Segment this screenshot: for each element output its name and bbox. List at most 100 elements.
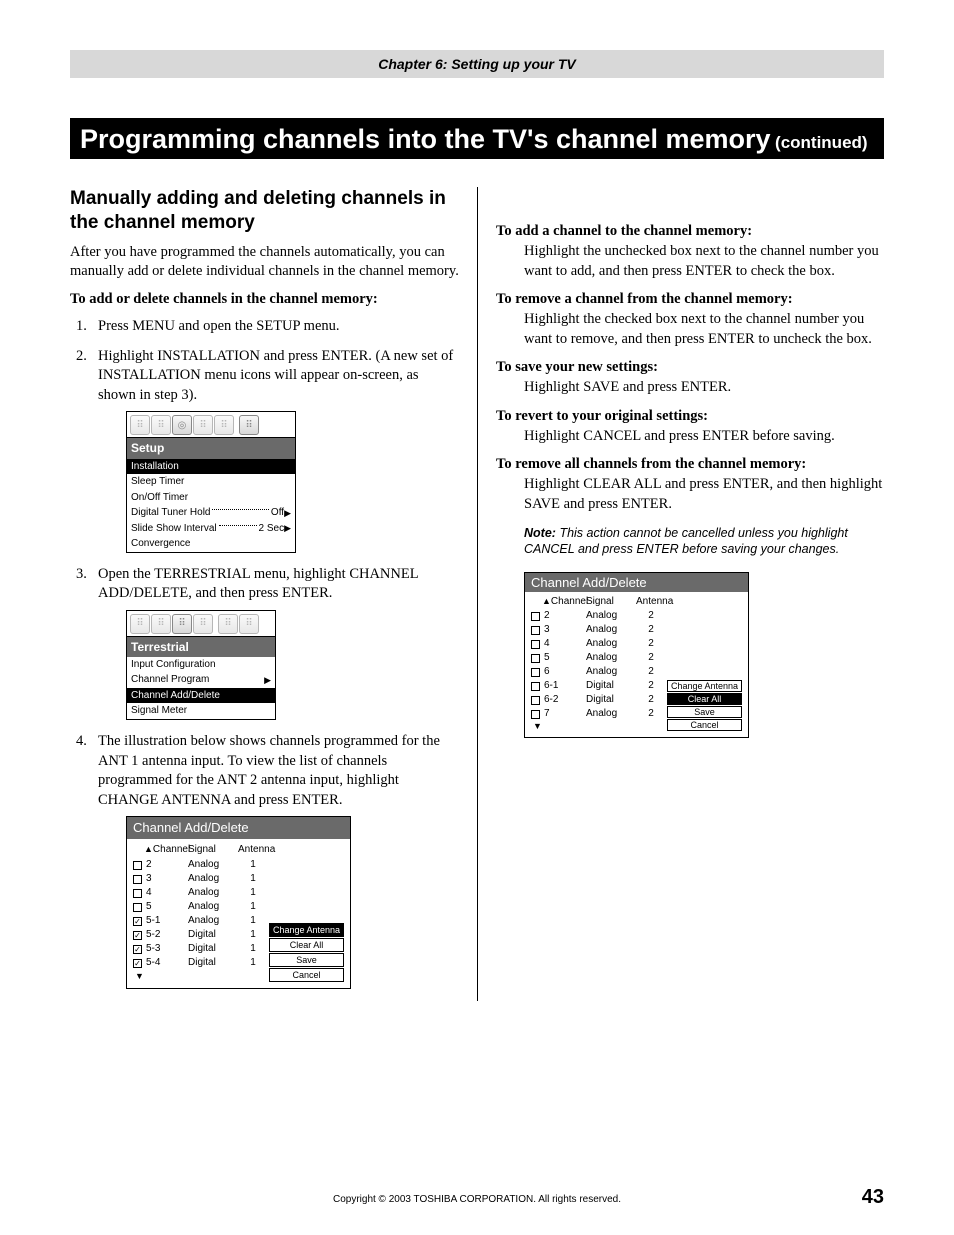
instruction-block: To remove a channel from the channel mem… [496,291,884,349]
lead-paragraph: To add or delete channels in the channel… [70,290,459,310]
instruction-lead: To revert to your original settings: [496,408,884,425]
cad-row: 4Analog1 [133,886,344,900]
page-number: 43 [862,1186,884,1209]
osd-menu-item: Digital Tuner HoldOff▶ [127,505,295,521]
instruction-block: To save your new settings: Highlight SAVE… [496,359,884,398]
title-suffix: (continued) [775,133,868,152]
cad-title: Channel Add/Delete [525,573,748,592]
copyright: Copyright © 2003 TOSHIBA CORPORATION. Al… [70,1194,884,1205]
note: Note: This action cannot be cancelled un… [496,525,884,559]
cad-buttons: Change AntennaClear AllSaveCancel [269,923,344,983]
cad-channel: 7 [544,707,586,721]
steps-list: 1.Press MENU and open the SETUP menu. 2.… [70,317,459,989]
cad-header-antenna: Antenna [238,843,288,857]
page: Chapter 6: Setting up your TV Programmin… [0,0,954,1235]
checkbox-icon [133,959,142,968]
cad-signal: Analog [586,609,636,623]
cad-antenna: 1 [238,928,268,942]
instruction-lead: To add a channel to the channel memory: [496,223,884,240]
checkbox-icon [531,654,540,663]
cad-antenna: 1 [238,886,268,900]
checkbox-icon [133,945,142,954]
cad-antenna: 1 [238,858,268,872]
instruction-desc: Highlight the unchecked box next to the … [496,242,884,281]
osd-menu-item: Channel Add/Delete [127,688,275,704]
cad-row: 5Analog1 [133,900,344,914]
cad-header-signal: Signal [188,843,238,857]
cad-signal: Analog [188,914,238,928]
osd-menu-item: Slide Show Interval2 Sec▶ [127,521,295,537]
cad-header-channel: Channel [153,844,190,855]
cad-signal: Analog [586,651,636,665]
left-column: Manually adding and deleting channels in… [70,187,477,1001]
osd-menu-item: Input Configuration [127,657,275,673]
osd-icon: ⠿ [130,415,150,435]
instruction-desc: Highlight SAVE and press ENTER. [496,378,884,398]
step-4: 4.The illustration below shows channels … [70,732,459,989]
instruction-desc: Highlight CANCEL and press ENTER before … [496,427,884,447]
osd-icon: ◎ [172,415,192,435]
instruction-lead: To save your new settings: [496,359,884,376]
step-1-text: Press MENU and open the SETUP menu. [98,318,340,334]
checkbox-icon [133,917,142,926]
cad-antenna: 2 [636,665,666,679]
cad-title: Channel Add/Delete [127,817,350,839]
cad-antenna: 2 [636,679,666,693]
chapter-label: Chapter 6: Setting up your TV [378,56,576,72]
cad-antenna: 1 [238,956,268,970]
osd-icon: ⠿ [239,415,259,435]
osd-icon: ⠿ [130,614,150,634]
checkbox-icon [531,640,540,649]
cad-antenna: 1 [238,900,268,914]
checkbox-icon [531,696,540,705]
osd-title: Terrestrial [127,637,275,657]
cad-header: ▲Channel Signal Antenna [531,596,742,607]
osd-menu-item: Sleep Timer [127,474,295,490]
cad-button: Change Antenna [269,923,344,937]
osd-menu-item: Installation [127,459,295,475]
channel-add-delete-box-1: Channel Add/Delete ▲Channel Signal Anten… [126,816,351,989]
checkbox-icon [133,861,142,870]
cad-antenna: 2 [636,637,666,651]
checkbox-icon [531,668,540,677]
checkbox-icon [531,710,540,719]
cad-button: Save [269,953,344,967]
cad-signal: Digital [188,942,238,956]
instruction-block: To add a channel to the channel memory: H… [496,223,884,281]
cad-signal: Analog [586,637,636,651]
cad-channel: 4 [146,886,188,900]
cad-signal: Analog [586,707,636,721]
osd-menu-item: On/Off Timer [127,490,295,506]
osd-icon: ⠿ [193,415,213,435]
cad-antenna: 1 [238,872,268,886]
cad-channel: 6-1 [544,679,586,693]
step-3-text: Open the TERRESTRIAL menu, highlight CHA… [98,566,418,602]
cad-channel: 6 [544,665,586,679]
step-1: 1.Press MENU and open the SETUP menu. [70,317,459,337]
osd-icon: ⠿ [172,614,192,634]
cad-antenna: 2 [636,623,666,637]
instruction-desc: Highlight CLEAR ALL and press ENTER, and… [496,475,884,514]
right-column: To add a channel to the channel memory: H… [477,187,884,1001]
cad-channel: 5-3 [146,942,188,956]
cad-channel: 3 [544,623,586,637]
cad-channel: 3 [146,872,188,886]
cad-row: 2Analog2 [531,609,742,623]
instruction-block: To revert to your original settings: High… [496,408,884,447]
osd-icon: ⠿ [239,614,259,634]
setup-osd: ⠿ ⠿ ◎ ⠿ ⠿ ⠿ Setup InstallationSleep Time… [126,411,296,552]
step-3: 3.Open the TERRESTRIAL menu, highlight C… [70,565,459,720]
instruction-desc: Highlight the checked box next to the ch… [496,310,884,349]
section-title: Manually adding and deleting channels in… [70,187,459,235]
cad-header-signal: Signal [586,596,636,607]
cad-header: ▲Channel Signal Antenna [133,843,344,857]
cad-button: Clear All [667,693,742,705]
intro-paragraph: After you have programmed the channels a… [70,243,459,282]
cad-channel: 5-4 [146,956,188,970]
osd-menu-item: Convergence [127,536,295,552]
osd-menu-item: Channel Program▶ [127,672,275,688]
content-columns: Manually adding and deleting channels in… [70,187,884,1001]
cad-buttons: Change AntennaClear AllSaveCancel [667,680,742,731]
cad-signal: Analog [188,858,238,872]
osd-menu-item: Signal Meter [127,703,275,719]
